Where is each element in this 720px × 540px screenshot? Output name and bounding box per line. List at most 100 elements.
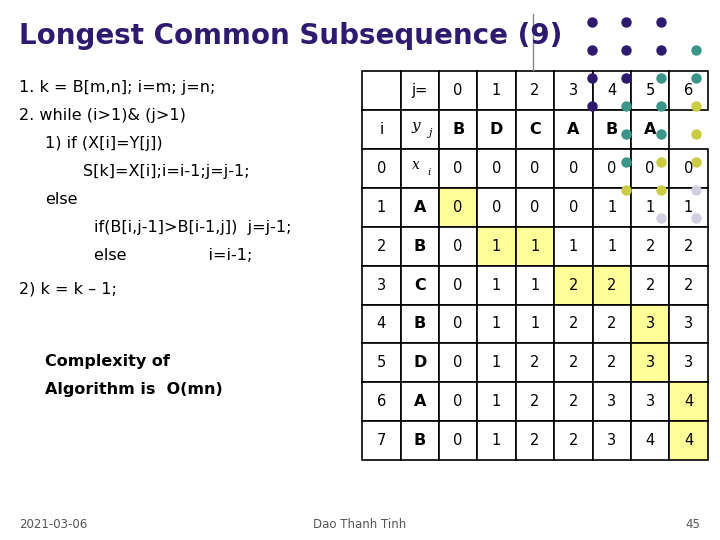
Text: 2: 2 <box>530 355 540 370</box>
Bar <box>439 71 477 110</box>
Text: 1: 1 <box>492 355 501 370</box>
Bar <box>362 110 400 149</box>
Bar <box>670 382 708 421</box>
Bar <box>400 188 439 227</box>
Text: 1: 1 <box>646 200 654 215</box>
Bar <box>631 266 670 305</box>
Text: S[k]=X[i];i=i-1;j=j-1;: S[k]=X[i];i=i-1;j=j-1; <box>83 164 249 179</box>
Bar <box>631 188 670 227</box>
Bar <box>400 421 439 460</box>
Text: B: B <box>606 122 618 137</box>
Bar <box>593 343 631 382</box>
Bar <box>670 305 708 343</box>
Bar <box>477 343 516 382</box>
Text: 5: 5 <box>646 83 654 98</box>
Bar <box>362 382 400 421</box>
Text: 2: 2 <box>684 239 693 254</box>
Text: 0: 0 <box>645 161 655 176</box>
Text: Complexity of: Complexity of <box>45 354 170 369</box>
Text: 0: 0 <box>607 161 616 176</box>
Bar <box>554 71 593 110</box>
Bar <box>400 382 439 421</box>
Text: 3: 3 <box>646 394 654 409</box>
Bar <box>516 110 554 149</box>
Text: 3: 3 <box>569 83 578 98</box>
Bar <box>477 382 516 421</box>
Text: 2: 2 <box>607 355 616 370</box>
Bar <box>516 149 554 188</box>
Text: else: else <box>45 192 78 207</box>
Bar <box>439 149 477 188</box>
Bar <box>670 266 708 305</box>
Bar <box>516 305 554 343</box>
Text: 7: 7 <box>377 433 386 448</box>
Bar <box>631 382 670 421</box>
Text: 6: 6 <box>684 83 693 98</box>
Bar <box>631 343 670 382</box>
Text: 0: 0 <box>454 200 463 215</box>
Text: 0: 0 <box>492 200 501 215</box>
Bar <box>362 343 400 382</box>
Text: 2) k = k – 1;: 2) k = k – 1; <box>19 282 117 297</box>
Text: 3: 3 <box>607 394 616 409</box>
Bar <box>670 421 708 460</box>
Text: 1: 1 <box>531 239 539 254</box>
Text: 2: 2 <box>607 278 616 293</box>
Text: Longest Common Subsequence (9): Longest Common Subsequence (9) <box>19 22 563 50</box>
Text: 1: 1 <box>531 278 539 293</box>
Text: 1: 1 <box>492 394 501 409</box>
Text: 1: 1 <box>492 316 501 332</box>
Bar <box>593 110 631 149</box>
Bar <box>670 227 708 266</box>
Bar <box>554 149 593 188</box>
Text: 4: 4 <box>646 433 654 448</box>
Bar <box>439 343 477 382</box>
Bar <box>477 421 516 460</box>
Bar <box>516 343 554 382</box>
Bar <box>516 71 554 110</box>
Text: 1. k = B[m,n]; i=m; j=n;: 1. k = B[m,n]; i=m; j=n; <box>19 80 216 95</box>
Text: 1: 1 <box>569 239 578 254</box>
Text: 2: 2 <box>377 239 386 254</box>
Text: 0: 0 <box>454 433 463 448</box>
Text: 4: 4 <box>684 394 693 409</box>
Text: 3: 3 <box>607 433 616 448</box>
Text: 0: 0 <box>569 200 578 215</box>
Bar <box>362 188 400 227</box>
Bar <box>670 71 708 110</box>
Bar <box>593 266 631 305</box>
Bar <box>362 266 400 305</box>
Text: 1: 1 <box>492 83 501 98</box>
Text: 0: 0 <box>684 161 693 176</box>
Text: Algorithm is  O(mn): Algorithm is O(mn) <box>45 382 223 397</box>
Text: 0: 0 <box>454 316 463 332</box>
Text: Dao Thanh Tinh: Dao Thanh Tinh <box>313 518 407 531</box>
Bar <box>400 227 439 266</box>
Text: A: A <box>413 200 426 215</box>
Bar <box>439 188 477 227</box>
Bar <box>362 71 400 110</box>
Text: B: B <box>413 316 426 332</box>
Text: B: B <box>452 122 464 137</box>
Text: 1: 1 <box>377 200 386 215</box>
Text: 2: 2 <box>530 394 540 409</box>
Text: if(B[i,j-1]>B[i-1,j])  j=j-1;: if(B[i,j-1]>B[i-1,j]) j=j-1; <box>94 220 291 235</box>
Text: 6: 6 <box>377 394 386 409</box>
Text: A: A <box>413 394 426 409</box>
Text: j=: j= <box>412 83 428 98</box>
Text: 0: 0 <box>454 394 463 409</box>
Bar <box>400 266 439 305</box>
Text: 4: 4 <box>684 433 693 448</box>
Text: 0: 0 <box>569 161 578 176</box>
Text: A: A <box>567 122 580 137</box>
Text: 2: 2 <box>607 316 616 332</box>
Text: 4: 4 <box>377 316 386 332</box>
Bar <box>593 421 631 460</box>
Text: 3: 3 <box>377 278 386 293</box>
Bar <box>631 149 670 188</box>
Bar <box>554 421 593 460</box>
Bar <box>631 305 670 343</box>
Text: 2021-03-06: 2021-03-06 <box>19 518 88 531</box>
Bar <box>516 227 554 266</box>
Bar <box>631 110 670 149</box>
